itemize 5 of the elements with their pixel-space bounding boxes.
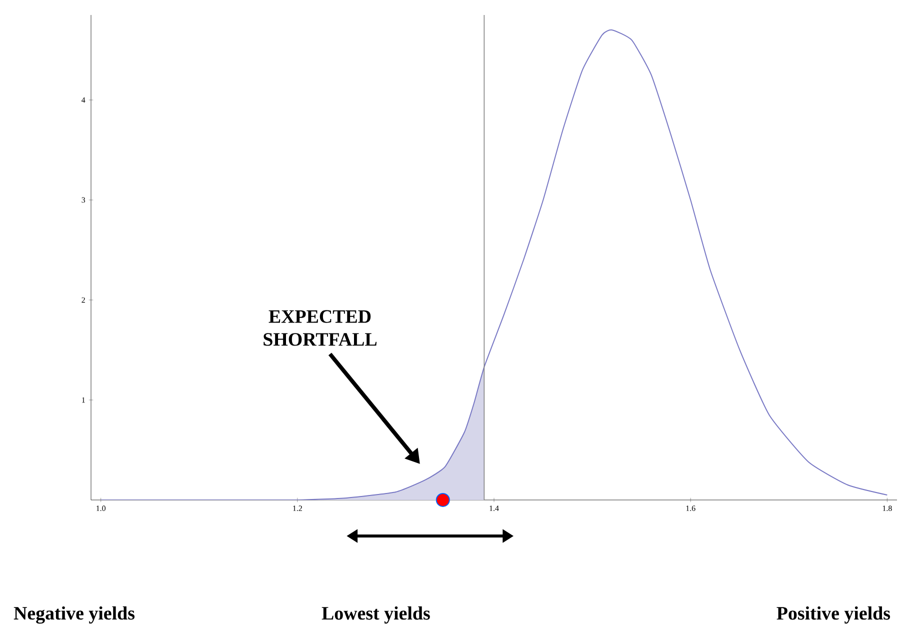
text: Positive yields — [776, 606, 890, 624]
text: Negative yields — [14, 606, 135, 624]
annotation: EXPECTED SHORTFALL — [264, 310, 377, 346]
line-series — [100, 29, 888, 500]
text: Lowest yields — [322, 606, 430, 624]
